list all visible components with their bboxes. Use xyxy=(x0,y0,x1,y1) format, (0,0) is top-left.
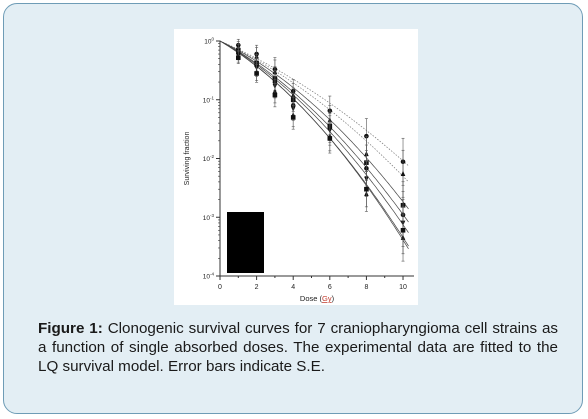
survival-chart: 0 2 4 6 8 10 100 10-1 10-2 10-3 10-4 Dose (Gy) Survi… xyxy=(184,37,414,304)
x-axis-title: Dose (Gy) xyxy=(300,294,335,303)
plot-panel: 0 2 4 6 8 10 100 10-1 10-2 10-3 10-4 Dose (Gy) Survi… xyxy=(174,29,418,305)
data-point xyxy=(254,71,259,76)
axes xyxy=(216,40,414,280)
data-point xyxy=(364,186,369,192)
fit-curve xyxy=(219,40,409,210)
figure-caption: Figure 1: Clonogenic survival curves for… xyxy=(38,319,558,376)
x-tick-label: 10 xyxy=(399,284,407,291)
y-axis-title: Surviving fraction xyxy=(184,132,191,186)
x-tick-label: 6 xyxy=(328,284,332,291)
data-point xyxy=(327,136,333,141)
fit-curves xyxy=(219,40,409,249)
data-point xyxy=(400,170,406,177)
data-point xyxy=(400,227,406,233)
y-tick-label: 10-2 xyxy=(203,154,215,163)
y-tick-label: 10-3 xyxy=(203,213,215,222)
fit-curve xyxy=(219,40,409,183)
y-tick-label: 10-4 xyxy=(203,272,215,281)
caption-text: Clonogenic survival curves for 7 craniop… xyxy=(38,320,558,375)
y-tick-label: 10-1 xyxy=(203,95,215,104)
fit-curve xyxy=(219,40,409,249)
x-tick-label: 0 xyxy=(218,284,222,291)
axis-labels: 0 2 4 6 8 10 100 10-1 10-2 10-3 10-4 Dose (Gy) Survi… xyxy=(184,37,407,304)
data-markers xyxy=(236,38,406,262)
caption-label: Figure 1: xyxy=(38,320,103,337)
data-point xyxy=(236,55,241,60)
figure-card: 0 2 4 6 8 10 100 10-1 10-2 10-3 10-4 Dose (Gy) Survi… xyxy=(3,3,583,414)
fit-curve xyxy=(219,40,409,223)
data-point xyxy=(290,115,296,120)
y-tick-label: 100 xyxy=(204,37,214,46)
x-tick-label: 8 xyxy=(364,284,368,291)
data-point xyxy=(272,92,278,98)
legend-box xyxy=(227,212,264,273)
fit-curve xyxy=(219,40,409,233)
x-tick-label: 2 xyxy=(255,284,259,291)
x-tick-label: 4 xyxy=(291,284,295,291)
